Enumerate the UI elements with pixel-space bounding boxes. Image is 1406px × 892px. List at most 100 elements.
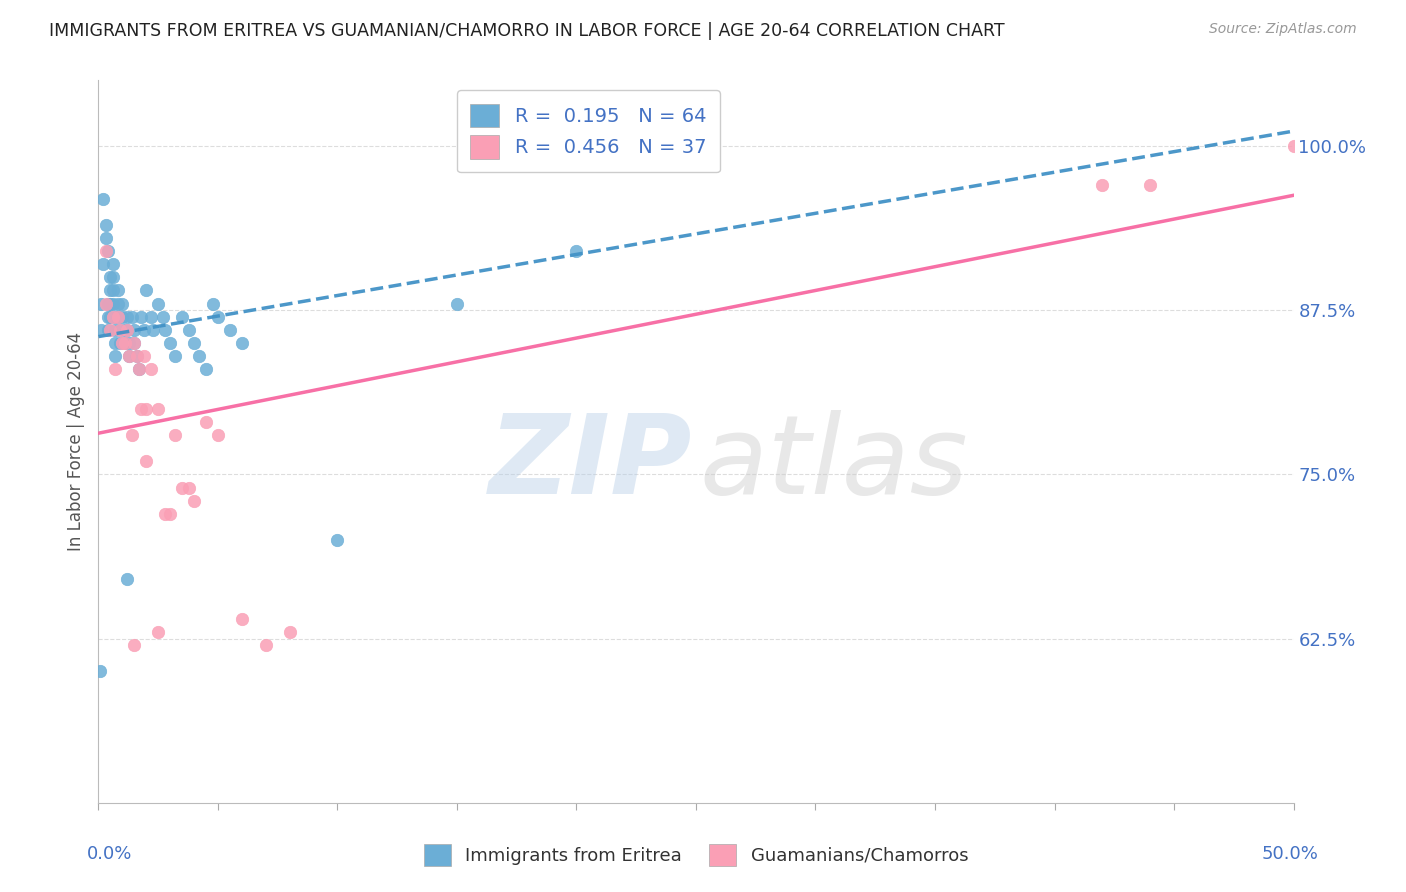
Point — [135, 454, 157, 468]
Point — [101, 257, 124, 271]
Point — [118, 349, 141, 363]
Point — [94, 244, 117, 258]
Point — [195, 415, 218, 429]
Point — [179, 323, 201, 337]
Point — [98, 323, 122, 337]
Point — [125, 349, 148, 363]
Point — [124, 336, 146, 351]
Point — [94, 231, 117, 245]
Point — [104, 349, 127, 363]
Point — [219, 323, 242, 337]
Point — [114, 336, 136, 351]
Text: 0.0%: 0.0% — [87, 846, 132, 863]
Point — [326, 533, 349, 547]
Point — [183, 493, 205, 508]
Point — [115, 323, 138, 337]
Point — [139, 362, 162, 376]
Point — [98, 296, 122, 310]
Point — [152, 310, 174, 324]
Point — [118, 336, 141, 351]
Y-axis label: In Labor Force | Age 20-64: In Labor Force | Age 20-64 — [66, 332, 84, 551]
Point — [114, 323, 136, 337]
Point — [135, 401, 157, 416]
Point — [101, 296, 124, 310]
Point — [121, 310, 143, 324]
Point — [231, 336, 253, 351]
Point — [125, 349, 148, 363]
Point — [124, 323, 146, 337]
Point — [94, 218, 117, 232]
Point — [155, 323, 177, 337]
Point — [107, 284, 129, 298]
Point — [163, 428, 186, 442]
Point — [98, 310, 122, 324]
Point — [89, 665, 111, 679]
Point — [90, 296, 112, 310]
Point — [132, 349, 155, 363]
Point — [172, 481, 194, 495]
Point — [104, 362, 127, 376]
Point — [108, 323, 131, 337]
Point — [94, 296, 117, 310]
Point — [118, 349, 141, 363]
Point — [139, 310, 162, 324]
Point — [231, 612, 253, 626]
Point — [115, 323, 138, 337]
Point — [446, 296, 468, 310]
Point — [104, 310, 127, 324]
Point — [202, 296, 225, 310]
Point — [124, 336, 146, 351]
Point — [207, 310, 229, 324]
Point — [114, 336, 136, 351]
Point — [108, 323, 131, 337]
Text: Source: ZipAtlas.com: Source: ZipAtlas.com — [1209, 22, 1357, 37]
Point — [155, 507, 177, 521]
Point — [101, 270, 124, 285]
Point — [135, 284, 157, 298]
Point — [111, 296, 134, 310]
Point — [254, 638, 277, 652]
Point — [1282, 139, 1305, 153]
Point — [131, 310, 153, 324]
Point — [97, 323, 120, 337]
Point — [97, 310, 120, 324]
Text: ZIP: ZIP — [489, 409, 692, 516]
Point — [195, 362, 218, 376]
Point — [90, 323, 112, 337]
Point — [159, 507, 181, 521]
Point — [148, 296, 170, 310]
Point — [172, 310, 194, 324]
Point — [91, 192, 114, 206]
Point — [179, 481, 201, 495]
Point — [115, 310, 138, 324]
Point — [278, 625, 301, 640]
Point — [132, 323, 155, 337]
Point — [148, 401, 170, 416]
Point — [121, 428, 143, 442]
Text: atlas: atlas — [700, 409, 969, 516]
Point — [97, 296, 120, 310]
Point — [128, 362, 150, 376]
Point — [115, 573, 138, 587]
Point — [142, 323, 165, 337]
Point — [207, 428, 229, 442]
Point — [148, 625, 170, 640]
Point — [107, 310, 129, 324]
Point — [98, 270, 122, 285]
Point — [101, 310, 124, 324]
Point — [128, 362, 150, 376]
Point — [104, 336, 127, 351]
Point — [131, 401, 153, 416]
Point — [565, 244, 588, 258]
Point — [1091, 178, 1114, 193]
Point — [111, 336, 134, 351]
Point — [163, 349, 186, 363]
Point — [108, 336, 131, 351]
Point — [101, 284, 124, 298]
Text: 50.0%: 50.0% — [1263, 846, 1319, 863]
Point — [124, 638, 146, 652]
Point — [111, 310, 134, 324]
Point — [183, 336, 205, 351]
Point — [107, 310, 129, 324]
Text: IMMIGRANTS FROM ERITREA VS GUAMANIAN/CHAMORRO IN LABOR FORCE | AGE 20-64 CORRELA: IMMIGRANTS FROM ERITREA VS GUAMANIAN/CHA… — [49, 22, 1005, 40]
